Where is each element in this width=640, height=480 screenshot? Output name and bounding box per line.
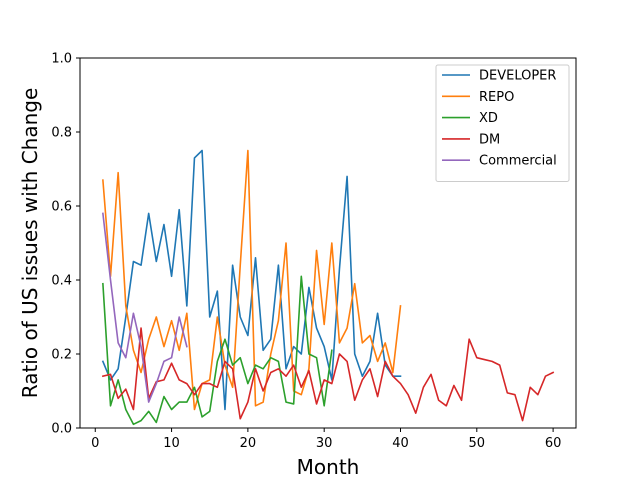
x-axis-title: Month xyxy=(297,455,360,479)
y-tick-label: 0.8 xyxy=(51,126,72,141)
x-tick-label: 0 xyxy=(91,436,99,451)
y-axis: 0.0 0.2 0.4 0.6 0.8 1.0 xyxy=(51,52,80,437)
legend-label-xd: XD xyxy=(479,111,498,126)
series-layer xyxy=(101,149,555,426)
y-tick-label: 0.6 xyxy=(51,200,72,215)
legend-label-dm: DM xyxy=(479,132,500,147)
x-tick-label: 40 xyxy=(392,436,409,451)
legend-label-repo: REPO xyxy=(479,90,514,105)
legend-box xyxy=(435,64,570,182)
x-tick-label: 20 xyxy=(240,436,257,451)
y-tick-label: 0.0 xyxy=(51,422,72,437)
x-tick-label: 50 xyxy=(469,436,486,451)
y-tick-label: 0.4 xyxy=(51,274,72,289)
x-tick-label: 10 xyxy=(163,436,180,451)
x-tick-label: 30 xyxy=(316,436,333,451)
y-axis-title: Ratio of US issues with Change xyxy=(18,88,42,399)
plot-frame xyxy=(79,57,577,429)
series-line-commercial xyxy=(102,212,188,403)
y-tick-label: 0.2 xyxy=(51,348,72,363)
legend-label-developer: DEVELOPER xyxy=(479,69,556,84)
series-line-repo xyxy=(102,149,402,411)
series-line-xd xyxy=(102,275,333,426)
x-axis: 0 10 20 30 40 50 60 xyxy=(91,428,561,451)
legend-label-commercial: Commercial xyxy=(479,154,557,169)
y-tick-label: 1.0 xyxy=(51,52,72,67)
x-tick-label: 60 xyxy=(545,436,562,451)
legend: DEVELOPER REPO XD DM Commercial xyxy=(435,64,570,182)
series-line-dm xyxy=(101,327,555,422)
